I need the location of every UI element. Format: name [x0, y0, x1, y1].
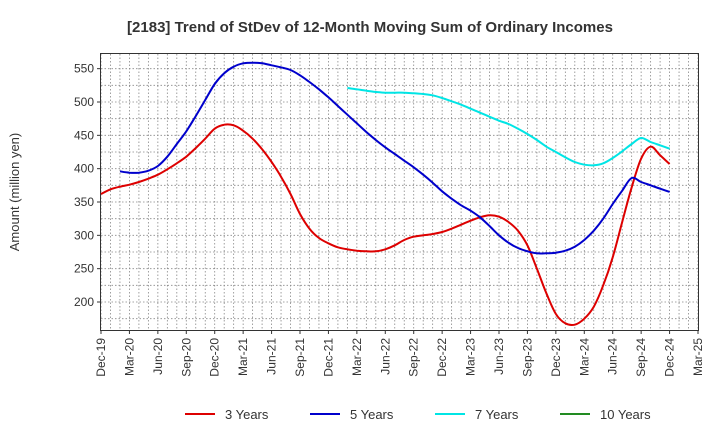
y-tick-label: 350 — [74, 195, 94, 209]
series-lines — [100, 61, 671, 327]
y-tick-label: 500 — [74, 95, 94, 109]
x-tick-label: Sep-21 — [293, 338, 307, 377]
x-tick-label: Dec-24 — [663, 338, 677, 377]
x-tick-label: Jun-21 — [265, 338, 279, 375]
series-line-5-years — [119, 61, 670, 255]
x-tick-label: Mar-23 — [464, 338, 478, 376]
x-tick-label: Mar-24 — [577, 338, 591, 376]
x-tick-label: Sep-20 — [179, 338, 193, 377]
x-tick-label: Sep-22 — [407, 338, 421, 377]
series-line-3-years — [100, 123, 671, 327]
x-tick-label: Dec-19 — [94, 338, 108, 377]
y-tick-label: 200 — [74, 295, 94, 309]
plot-area — [100, 53, 699, 331]
grid — [100, 54, 699, 330]
x-axis: Dec-19 Mar-20 Jun-20 Sep-20 Dec-20 Mar-21 Jun-… — [94, 330, 705, 377]
x-tick-label: Dec-22 — [435, 338, 449, 377]
x-tick-label: Sep-23 — [520, 338, 534, 377]
legend-label-3-years: 3 Years — [225, 407, 269, 422]
x-tick-label: Jun-20 — [151, 338, 165, 375]
x-tick-label: Sep-24 — [634, 338, 648, 377]
series-line-7-years — [347, 87, 670, 167]
y-tick-label: 400 — [74, 162, 94, 176]
chart-title: [2183] Trend of StDev of 12-Month Moving… — [127, 19, 613, 36]
x-tick-label: Jun-22 — [378, 338, 392, 375]
x-tick-label: Mar-20 — [122, 338, 136, 376]
x-tick-label: Mar-22 — [350, 338, 364, 376]
legend-label-5-years: 5 Years — [350, 407, 394, 422]
legend-label-7-years: 7 Years — [475, 407, 519, 422]
y-axis-label: Amount (million yen) — [7, 133, 22, 252]
x-tick-label: Dec-23 — [549, 338, 563, 377]
y-tick-label: 300 — [74, 228, 94, 242]
x-tick-label: Dec-20 — [208, 338, 222, 377]
x-tick-label: Jun-23 — [492, 338, 506, 375]
legend: 3 Years 5 Years 7 Years 10 Years — [185, 407, 651, 422]
x-tick-label: Dec-21 — [321, 338, 335, 377]
y-axis: 200 250 300 350 400 450 500 550 — [74, 62, 101, 309]
x-tick-label: Jun-24 — [606, 338, 620, 375]
y-tick-label: 250 — [74, 262, 94, 276]
x-tick-label: Mar-21 — [236, 338, 250, 376]
x-tick-label: Mar-25 — [691, 338, 705, 376]
y-tick-label: 550 — [74, 62, 94, 76]
legend-label-10-years: 10 Years — [600, 407, 651, 422]
y-tick-label: 450 — [74, 128, 94, 142]
